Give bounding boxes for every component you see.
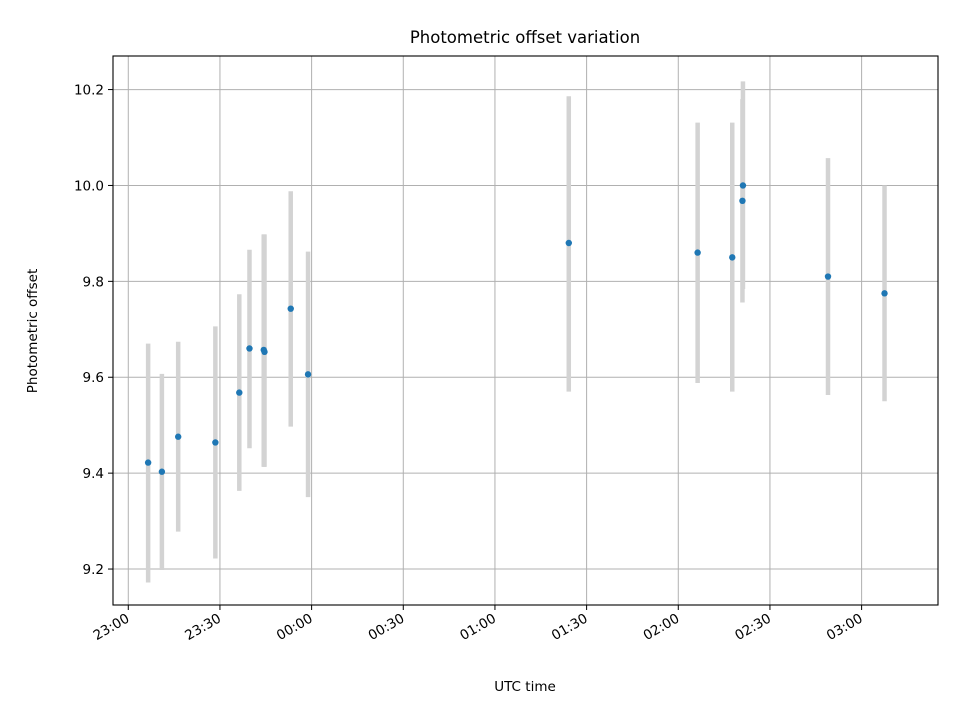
data-point [304,371,312,378]
data-points [144,182,888,475]
chart-title: Photometric offset variation [410,28,640,47]
x-tick-label: 02:30 [732,611,774,644]
x-axis-label: UTC time [494,679,556,695]
x-tick-label: 00:30 [366,611,408,644]
data-point [212,439,219,446]
data-point [287,305,294,312]
y-tick-label: 10.2 [74,83,104,99]
data-point [236,389,243,396]
x-tick-label: 01:00 [457,611,499,644]
data-point [739,197,746,205]
data-point [565,239,572,247]
data-point [174,433,182,440]
data-point [881,290,888,297]
data-point [246,345,253,352]
data-point [729,254,736,261]
data-point [739,182,747,189]
plot-frame [112,55,939,606]
data-point [158,468,166,475]
y-tick-label: 9.8 [83,274,104,290]
x-tick-label: 02:00 [641,611,683,644]
y-tick-label: 9.2 [83,562,104,578]
y-tick-label: 10.0 [74,178,104,194]
data-point [261,348,268,356]
data-point [824,273,832,280]
y-axis-label: Photometric offset [25,269,41,393]
y-tick-label: 9.4 [83,466,104,482]
x-tick-label: 01:30 [549,611,591,644]
x-tick-label: 23:30 [182,611,224,644]
data-point [144,459,152,466]
y-tick-label: 9.6 [83,370,104,386]
x-tick-label: 03:00 [824,611,866,644]
error-bars [145,81,887,583]
axis-ticks: 23:00 23:30 00:00 00:30 01:00 01:30 02:00 02:30… [74,83,866,644]
x-tick-label: 00:00 [274,611,316,644]
x-tick-label: 23:00 [91,611,133,644]
grid-lines [113,56,938,605]
data-point [694,249,701,256]
